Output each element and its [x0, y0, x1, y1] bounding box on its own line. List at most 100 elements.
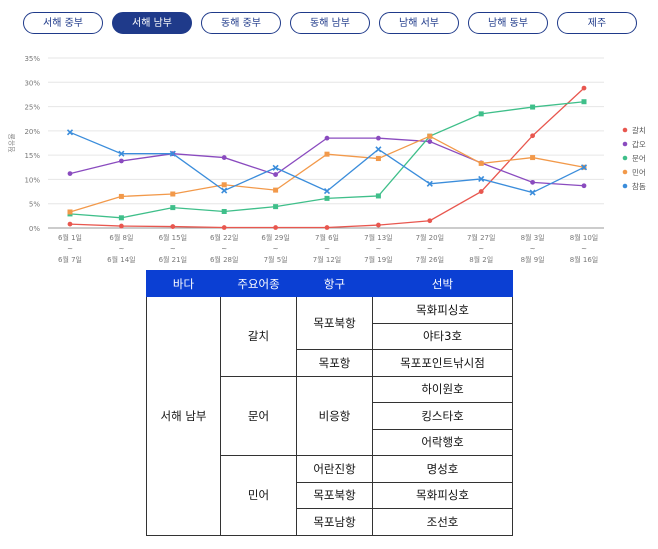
tab-region[interactable]: 동해 남부 [290, 12, 370, 34]
tab-region[interactable]: 동해 중부 [201, 12, 281, 34]
legend-marker [622, 127, 628, 133]
legend-label: 문어 [632, 153, 646, 163]
data-point [118, 193, 124, 199]
tab-region-active[interactable]: 서해 남부 [112, 12, 192, 34]
species-cell: 갈치 [220, 296, 297, 377]
vessel-cell: 목포포인트낚시점 [372, 349, 513, 377]
vessel-cell: 명성호 [372, 455, 513, 483]
data-point [478, 175, 485, 183]
data-point [118, 215, 124, 221]
y-tick-label: 25% [24, 104, 40, 112]
x-tick-label: 8월 3일 [521, 233, 545, 242]
data-point [324, 135, 330, 141]
data-point [221, 225, 227, 230]
y-tick-label: 0% [29, 225, 40, 233]
x-tick-label: 6월 1일 [58, 233, 82, 242]
x-tick-label: ~ [221, 245, 227, 253]
vessel-cell: 야타3호 [372, 322, 513, 350]
header-sea: 바다 [146, 270, 221, 297]
data-point [529, 189, 536, 196]
table-header-row: 바다 주요어종 항구 선박 [146, 270, 513, 297]
data-point [67, 171, 73, 176]
vessel-cell: 목화피싱호 [372, 296, 513, 324]
vessel-cell: 킹스타호 [372, 402, 513, 430]
data-point [273, 204, 279, 210]
x-tick-label: ~ [273, 245, 279, 253]
data-point [427, 218, 433, 224]
data-point [67, 209, 73, 215]
data-point [324, 151, 330, 157]
legend-marker [622, 141, 628, 147]
data-point [221, 155, 227, 160]
data-point [581, 85, 587, 91]
x-tick-label: 8월 10일 [570, 233, 598, 242]
species-cell: 민어 [220, 455, 297, 536]
legend-marker [622, 169, 628, 175]
port-cell: 목포북항 [296, 481, 373, 509]
vessel-cell: 목화피싱호 [372, 481, 513, 509]
data-point [170, 224, 176, 229]
data-point [427, 133, 433, 139]
legend-label: 참돔 [632, 181, 646, 191]
species-share-line-chart: 0% 5% 10% 15% 20% 25% 30% 35% 점유율 6월 1일 ~6월 7일 6월 8… [8, 55, 646, 264]
x-tick-label: 6월 22일 [210, 233, 238, 242]
table-row: 목포북항 목화피싱호 [147, 481, 513, 509]
x-tick-label: ~ [118, 245, 124, 253]
y-tick-label: 5% [29, 201, 40, 209]
legend-marker [622, 183, 628, 189]
x-tick-label: 6월 8일 [109, 233, 133, 242]
table-row: 서해 남부 갈치 목포북항 목화피싱호 [146, 296, 513, 536]
x-tick-label: 6월 28일 [210, 255, 238, 264]
x-tick-label: 7월 20일 [416, 233, 444, 242]
vessel-cell: 하이원호 [372, 375, 513, 403]
x-tick-label: 6월 14일 [107, 255, 135, 264]
data-point [375, 193, 381, 199]
data-point [272, 164, 279, 171]
x-tick-label: 7월 13일 [364, 233, 392, 242]
sea-cell: 서해 남부 [146, 296, 221, 536]
tab-region[interactable]: 남해 동부 [468, 12, 548, 34]
data-point [478, 160, 484, 166]
tab-region[interactable]: 제주 [557, 12, 637, 34]
data-point [530, 155, 536, 161]
data-point [67, 221, 73, 227]
x-tick-label: 8월 16일 [570, 255, 598, 264]
x-tick-label: 7월 6일 [315, 233, 339, 242]
x-tick-label: 6월 29일 [261, 233, 289, 242]
x-tick-label: 6월 21일 [159, 255, 187, 264]
data-point [119, 223, 124, 229]
port-cell: 어란진항 [296, 455, 373, 483]
port-cell: 목포항 [296, 349, 373, 377]
sea-region-tabs: 서해 중부 서해 남부 동해 중부 동해 남부 남해 서부 남해 동부 제주 [23, 12, 639, 36]
tab-region[interactable]: 서해 중부 [23, 12, 103, 34]
x-tick-label: ~ [530, 245, 536, 253]
tab-region[interactable]: 남해 서부 [379, 12, 459, 34]
y-tick-label: 20% [24, 128, 40, 136]
x-tick-label: 8월 9일 [521, 255, 545, 264]
data-point [169, 150, 176, 157]
data-point [427, 139, 433, 144]
data-point [273, 225, 278, 230]
data-point [376, 222, 381, 228]
legend-label: 갑오 [632, 140, 646, 149]
data-point [119, 158, 124, 164]
header-vessel: 선박 [372, 270, 513, 297]
y-tick-label: 30% [24, 79, 40, 87]
x-tick-label: ~ [427, 245, 433, 253]
y-tick-label: 10% [24, 176, 40, 184]
species-cell: 문어 [220, 375, 297, 456]
x-tick-label: ~ [478, 245, 484, 253]
data-point [581, 99, 587, 105]
legend-label: 민어 [632, 167, 646, 177]
y-tick-label: 15% [24, 152, 40, 160]
data-point [375, 146, 382, 153]
data-point [273, 187, 279, 193]
x-tick-label: ~ [170, 245, 176, 253]
x-tick-label: ~ [375, 245, 381, 253]
data-point [580, 164, 588, 171]
x-tick-label: ~ [324, 245, 330, 253]
x-tick-label: ~ [67, 245, 73, 253]
data-point [221, 187, 228, 194]
legend-label: 갈치 [632, 126, 646, 135]
table-row: 목포항 목포포인트낚시점 [147, 349, 513, 377]
